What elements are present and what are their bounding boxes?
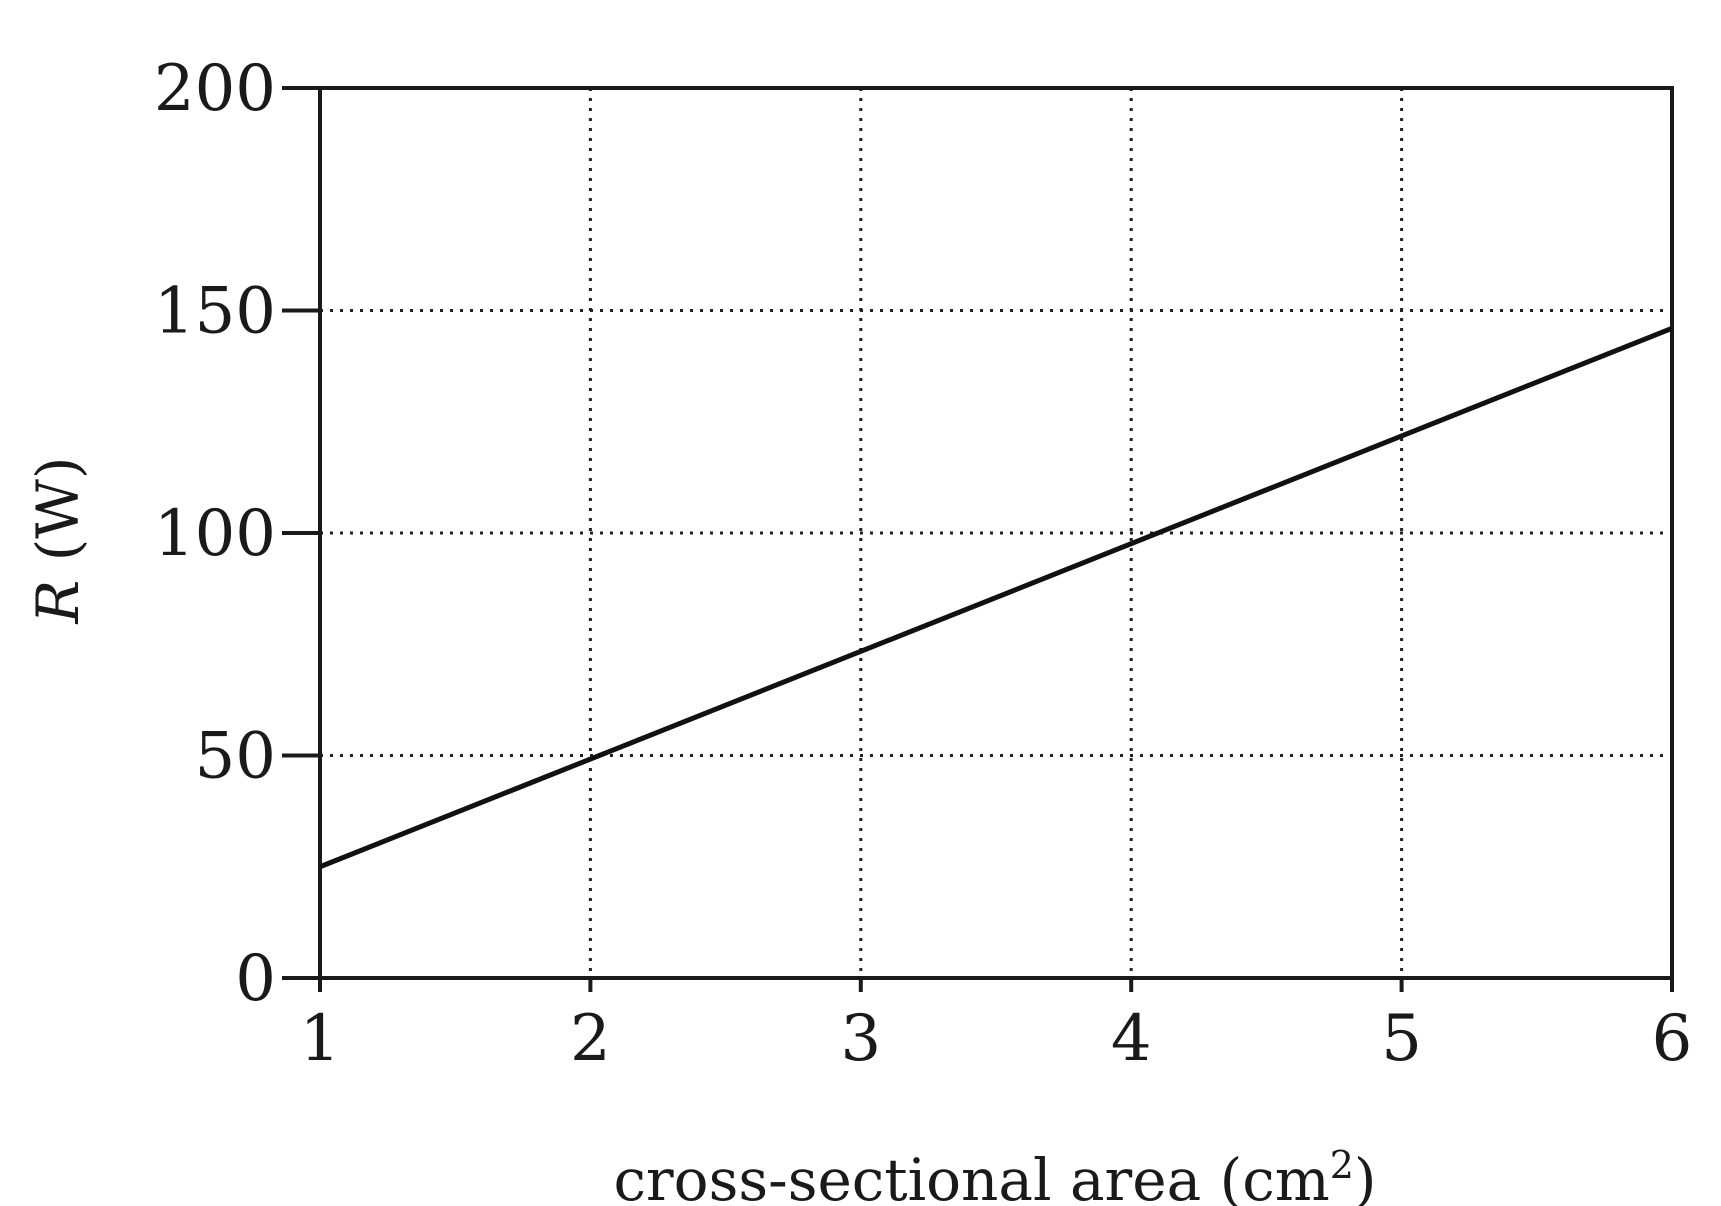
y-tick-label: 200 — [154, 52, 276, 126]
y-tick-label: 150 — [154, 275, 276, 349]
x-tick-label: 2 — [570, 1002, 611, 1076]
y-axis-title: R (W) — [24, 457, 92, 625]
x-axis-title: cross-sectional area (cm2) — [613, 1143, 1376, 1206]
series-line-1 — [319, 325, 1673, 870]
y-tick-label: 100 — [154, 497, 276, 571]
x-tick-label: 1 — [300, 1002, 341, 1076]
grid-lines — [320, 88, 1672, 978]
y-axis-unit: (W) — [24, 457, 92, 580]
y-tick-label: 0 — [235, 942, 276, 1016]
x-axis-suffix: ) — [1354, 1146, 1377, 1206]
tick-labels: 1 2 3 4 5 6 0 50 100 150 200 — [154, 52, 1693, 1076]
x-tick-label: 6 — [1652, 1002, 1693, 1076]
data-series — [319, 325, 1673, 870]
x-axis-label: cross-sectional area (cm — [613, 1146, 1329, 1206]
x-tick-label: 5 — [1381, 1002, 1422, 1076]
x-axis-superscript: 2 — [1330, 1143, 1354, 1187]
x-tick-label: 4 — [1111, 1002, 1152, 1076]
y-tick-label: 50 — [195, 720, 276, 794]
x-tick-label: 3 — [840, 1002, 881, 1076]
y-axis-symbol: R — [24, 580, 92, 625]
